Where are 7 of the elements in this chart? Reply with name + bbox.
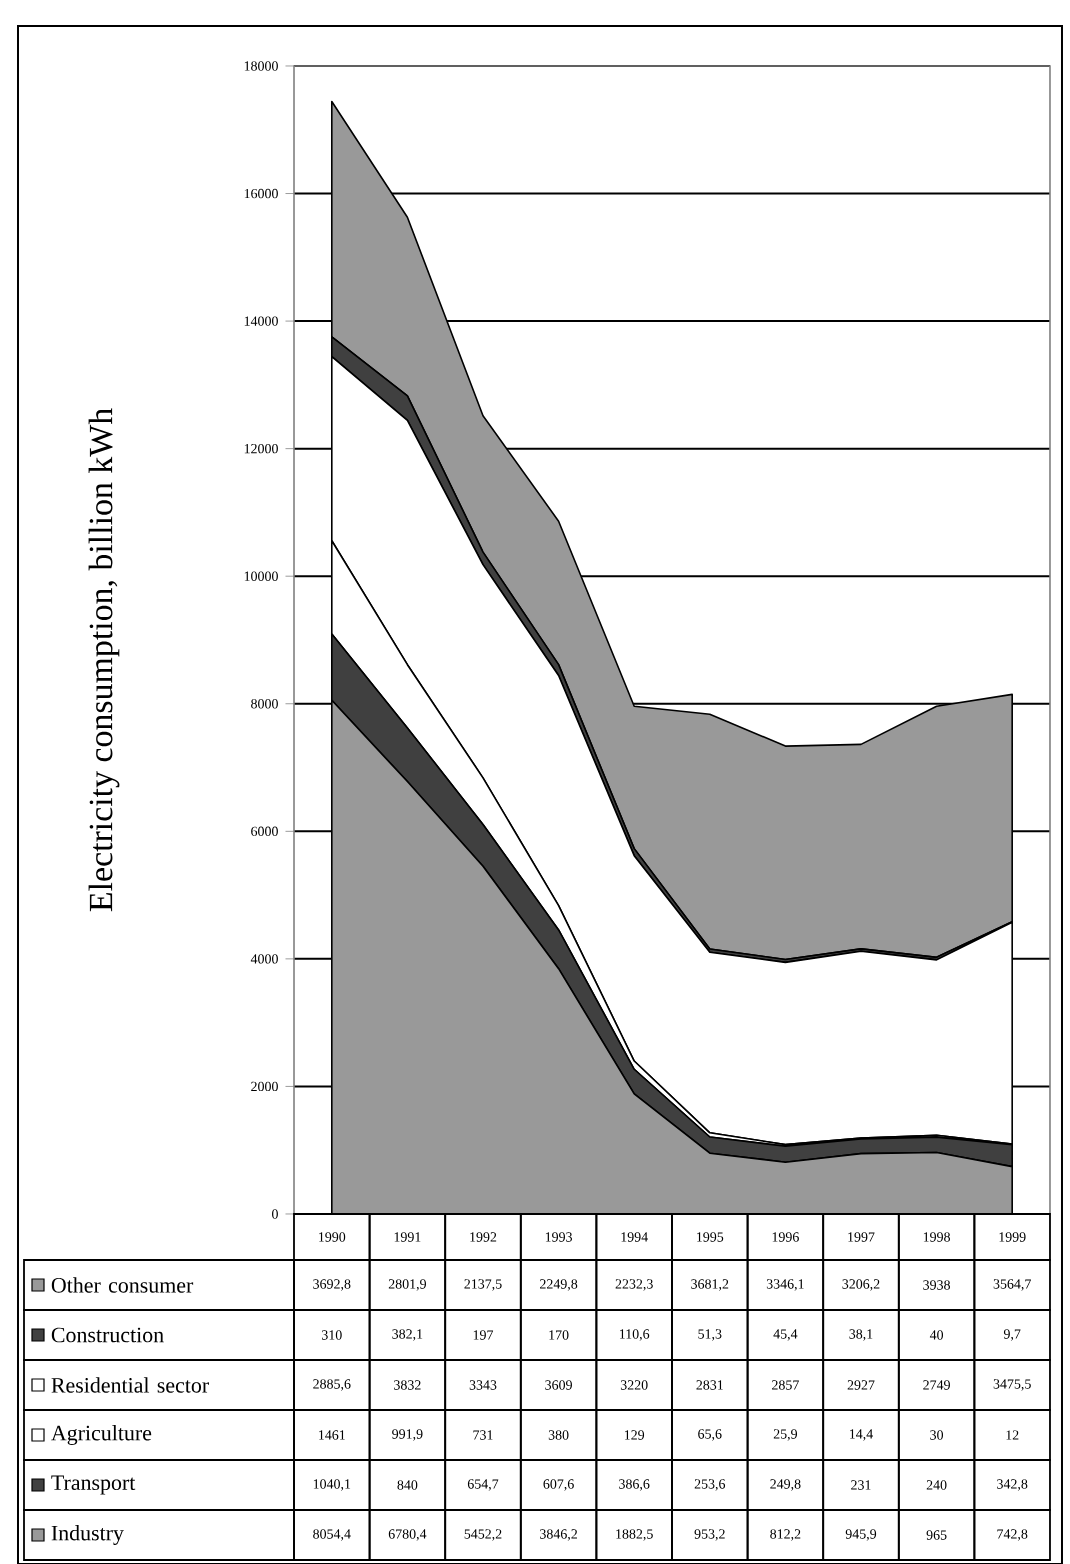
legend-label: Agriculture <box>51 1425 152 1445</box>
legend-label: Industry <box>51 1525 124 1545</box>
legend-label: Construction <box>51 1327 164 1343</box>
legend-label: Transport <box>51 1475 136 1495</box>
legend-label: Other consumer <box>51 1277 194 1293</box>
legend-label: Residential sector <box>51 1377 209 1393</box>
y-axis-title: Electricity consumption, billion kWh <box>88 408 120 912</box>
